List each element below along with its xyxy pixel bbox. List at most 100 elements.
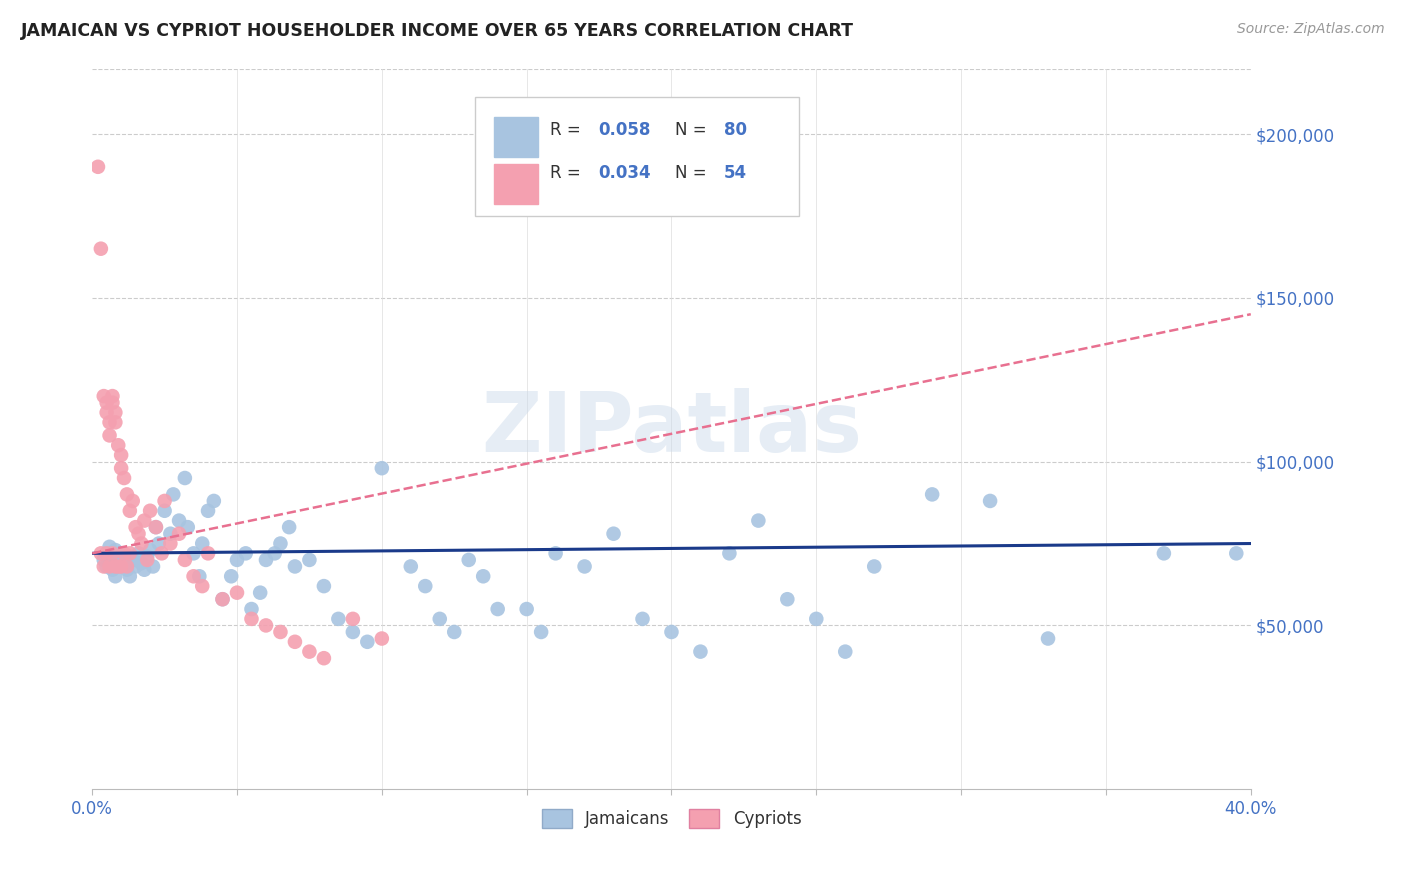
Point bbox=[371, 632, 394, 646]
Point bbox=[101, 389, 124, 403]
Point bbox=[226, 585, 249, 599]
Point bbox=[979, 494, 1001, 508]
Point bbox=[128, 546, 150, 560]
Point bbox=[177, 520, 200, 534]
Point bbox=[191, 579, 214, 593]
Point bbox=[806, 612, 828, 626]
Point bbox=[104, 415, 127, 429]
Point bbox=[118, 504, 141, 518]
Point bbox=[110, 559, 132, 574]
Point bbox=[197, 504, 219, 518]
Point bbox=[1225, 546, 1247, 560]
Point bbox=[254, 553, 277, 567]
Point bbox=[211, 592, 233, 607]
Point bbox=[269, 536, 291, 550]
Point bbox=[93, 389, 115, 403]
Point bbox=[443, 624, 465, 639]
Point bbox=[96, 546, 118, 560]
Point bbox=[159, 526, 181, 541]
Text: R =: R = bbox=[550, 121, 586, 139]
Point bbox=[96, 546, 118, 560]
Point bbox=[118, 546, 141, 560]
Text: JAMAICAN VS CYPRIOT HOUSEHOLDER INCOME OVER 65 YEARS CORRELATION CHART: JAMAICAN VS CYPRIOT HOUSEHOLDER INCOME O… bbox=[21, 22, 853, 40]
Point bbox=[240, 612, 263, 626]
Point bbox=[371, 461, 394, 475]
Point bbox=[131, 536, 153, 550]
Text: 0.058: 0.058 bbox=[599, 121, 651, 139]
Point bbox=[298, 645, 321, 659]
Text: 80: 80 bbox=[724, 121, 747, 139]
Point bbox=[101, 395, 124, 409]
Point bbox=[96, 395, 118, 409]
Point bbox=[284, 559, 307, 574]
Point bbox=[197, 546, 219, 560]
Point bbox=[602, 526, 624, 541]
Point bbox=[110, 546, 132, 560]
Point bbox=[107, 553, 129, 567]
Point bbox=[298, 553, 321, 567]
Point bbox=[457, 553, 479, 567]
Point bbox=[356, 635, 378, 649]
Point bbox=[87, 160, 110, 174]
Point bbox=[150, 546, 173, 560]
Point bbox=[834, 645, 856, 659]
Point bbox=[342, 612, 364, 626]
Point bbox=[235, 546, 257, 560]
Point bbox=[112, 556, 135, 570]
Text: ZIPatlas: ZIPatlas bbox=[481, 388, 862, 469]
Point bbox=[328, 612, 350, 626]
Point bbox=[226, 553, 249, 567]
Point bbox=[98, 559, 121, 574]
Point bbox=[107, 559, 129, 574]
Point bbox=[631, 612, 654, 626]
Point bbox=[747, 514, 769, 528]
Point bbox=[167, 514, 190, 528]
Point bbox=[173, 553, 195, 567]
Point bbox=[124, 520, 146, 534]
Text: N =: N = bbox=[675, 164, 711, 182]
Text: R =: R = bbox=[550, 164, 586, 182]
Point bbox=[104, 559, 127, 574]
Point bbox=[921, 487, 943, 501]
Text: 54: 54 bbox=[724, 164, 747, 182]
Point bbox=[139, 504, 162, 518]
Point bbox=[98, 540, 121, 554]
Point bbox=[1036, 632, 1059, 646]
Point bbox=[121, 494, 143, 508]
Point bbox=[254, 618, 277, 632]
Text: N =: N = bbox=[675, 121, 711, 139]
Point bbox=[104, 543, 127, 558]
Point bbox=[98, 556, 121, 570]
Point bbox=[136, 549, 159, 564]
Point bbox=[101, 563, 124, 577]
Point bbox=[134, 563, 156, 577]
Point bbox=[136, 553, 159, 567]
Point bbox=[413, 579, 436, 593]
Point bbox=[718, 546, 741, 560]
Point bbox=[128, 526, 150, 541]
Point bbox=[167, 526, 190, 541]
Point bbox=[112, 546, 135, 560]
Point bbox=[96, 559, 118, 574]
Point bbox=[183, 569, 205, 583]
Point bbox=[162, 487, 184, 501]
Point bbox=[110, 448, 132, 462]
Point bbox=[121, 553, 143, 567]
Point bbox=[139, 543, 162, 558]
Point bbox=[776, 592, 799, 607]
Point bbox=[278, 520, 301, 534]
Point bbox=[124, 559, 146, 574]
Point bbox=[240, 602, 263, 616]
Point bbox=[153, 494, 176, 508]
Point bbox=[429, 612, 451, 626]
Point bbox=[112, 471, 135, 485]
Bar bbox=[495, 164, 538, 203]
Point bbox=[312, 579, 335, 593]
Point bbox=[486, 602, 509, 616]
Legend: Jamaicans, Cypriots: Jamaicans, Cypriots bbox=[534, 803, 808, 835]
Point bbox=[107, 438, 129, 452]
Point bbox=[93, 559, 115, 574]
Point bbox=[110, 461, 132, 475]
Text: 0.034: 0.034 bbox=[599, 164, 651, 182]
Point bbox=[530, 624, 553, 639]
